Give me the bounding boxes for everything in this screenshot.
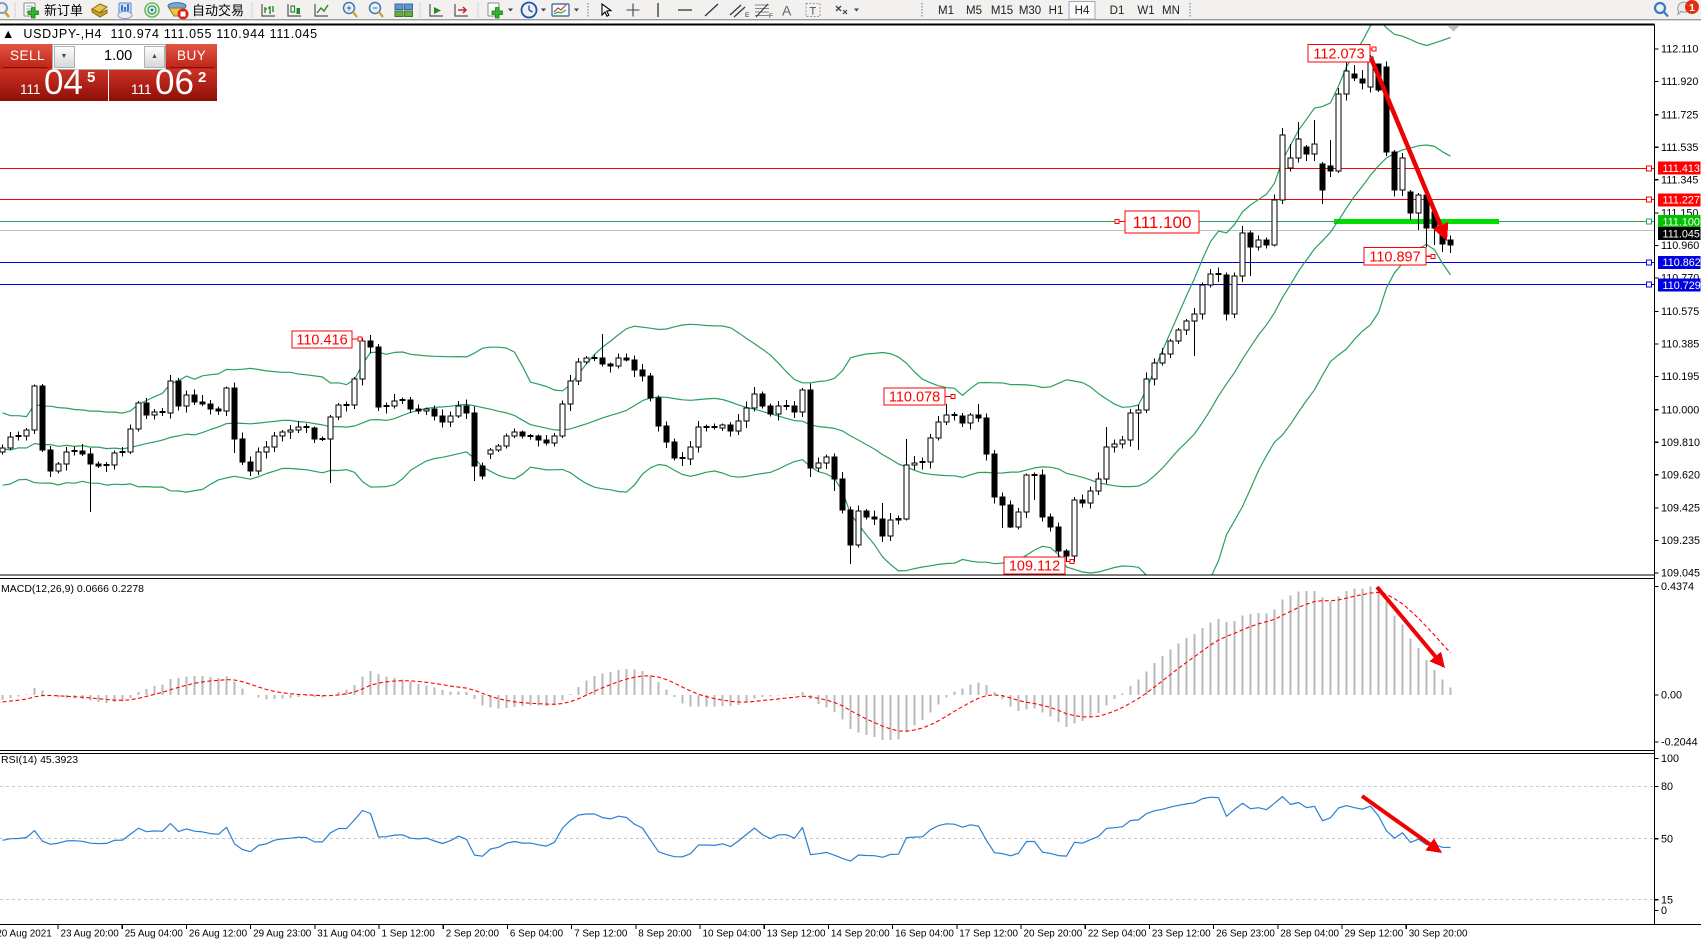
svg-text:−: − bbox=[372, 3, 377, 13]
svg-text:110.897: 110.897 bbox=[1369, 250, 1420, 266]
svg-text:109.620: 109.620 bbox=[1661, 469, 1700, 481]
svg-text:109.235: 109.235 bbox=[1661, 535, 1700, 547]
svg-text:14 Sep 20:00: 14 Sep 20:00 bbox=[831, 929, 890, 940]
svg-text:22 Sep 04:00: 22 Sep 04:00 bbox=[1088, 929, 1147, 940]
svg-text:23 Aug 20:00: 23 Aug 20:00 bbox=[61, 929, 120, 940]
svg-text:F: F bbox=[769, 13, 773, 20]
svg-text:-0.2044: -0.2044 bbox=[1661, 737, 1698, 749]
svg-text:17 Sep 12:00: 17 Sep 12:00 bbox=[959, 929, 1018, 940]
svg-text:80: 80 bbox=[1661, 781, 1673, 793]
svg-text:6 Sep 04:00: 6 Sep 04:00 bbox=[510, 929, 564, 940]
svg-text:M5: M5 bbox=[966, 5, 982, 17]
svg-text:110.416: 110.416 bbox=[296, 333, 347, 349]
svg-text:111.045: 111.045 bbox=[1663, 228, 1700, 240]
svg-text:M30: M30 bbox=[1019, 5, 1041, 17]
svg-text:111.413: 111.413 bbox=[1663, 163, 1700, 175]
svg-text:28 Sep 04:00: 28 Sep 04:00 bbox=[1280, 929, 1339, 940]
svg-text:0: 0 bbox=[1661, 905, 1667, 917]
svg-text:111.345: 111.345 bbox=[1661, 174, 1698, 186]
svg-text:29 Aug 23:00: 29 Aug 23:00 bbox=[253, 929, 312, 940]
svg-text:110.862: 110.862 bbox=[1663, 257, 1701, 269]
svg-text:111.227: 111.227 bbox=[1663, 195, 1700, 207]
svg-text:110.000: 110.000 bbox=[1661, 404, 1699, 416]
svg-text:110.960: 110.960 bbox=[1661, 240, 1699, 252]
svg-text:8 Sep 20:00: 8 Sep 20:00 bbox=[638, 929, 692, 940]
svg-text:110.078: 110.078 bbox=[889, 390, 940, 406]
svg-text:111.100: 111.100 bbox=[1133, 213, 1192, 232]
svg-text:111.725: 111.725 bbox=[1661, 109, 1698, 121]
svg-text:26 Aug 12:00: 26 Aug 12:00 bbox=[189, 929, 248, 940]
svg-text:0.4374: 0.4374 bbox=[1661, 581, 1694, 593]
svg-text:D1: D1 bbox=[1110, 5, 1125, 17]
svg-text:23 Sep 12:00: 23 Sep 12:00 bbox=[1152, 929, 1211, 940]
svg-text:100: 100 bbox=[1661, 753, 1679, 765]
svg-text:10 Sep 04:00: 10 Sep 04:00 bbox=[703, 929, 762, 940]
svg-text:7 Sep 12:00: 7 Sep 12:00 bbox=[574, 929, 628, 940]
svg-text:1 Sep 12:00: 1 Sep 12:00 bbox=[382, 929, 436, 940]
svg-text:112.110: 112.110 bbox=[1661, 44, 1698, 56]
svg-text:109.425: 109.425 bbox=[1661, 503, 1700, 515]
svg-text:26 Sep 23:00: 26 Sep 23:00 bbox=[1216, 929, 1275, 940]
svg-text:A: A bbox=[782, 3, 792, 19]
svg-text:15: 15 bbox=[1661, 894, 1673, 906]
svg-text:110.385: 110.385 bbox=[1661, 339, 1699, 351]
svg-text:自动交易: 自动交易 bbox=[192, 3, 244, 18]
svg-text:109.112: 109.112 bbox=[1009, 559, 1060, 575]
svg-text:50: 50 bbox=[1661, 833, 1673, 845]
svg-text:31 Aug 04:00: 31 Aug 04:00 bbox=[317, 929, 376, 940]
svg-text:30 Sep 20:00: 30 Sep 20:00 bbox=[1409, 929, 1468, 940]
svg-text:新订单: 新订单 bbox=[44, 3, 83, 18]
svg-text:T: T bbox=[810, 6, 817, 18]
svg-text:109.045: 109.045 bbox=[1661, 568, 1700, 580]
svg-text:111.535: 111.535 bbox=[1661, 142, 1698, 154]
svg-text:1: 1 bbox=[1689, 2, 1695, 14]
svg-text:110.575: 110.575 bbox=[1661, 306, 1699, 318]
svg-text:25 Aug 04:00: 25 Aug 04:00 bbox=[125, 929, 184, 940]
svg-text:+: + bbox=[346, 3, 351, 13]
svg-text:M15: M15 bbox=[991, 5, 1013, 17]
svg-text:20 Sep 20:00: 20 Sep 20:00 bbox=[1024, 929, 1083, 940]
svg-text:112.073: 112.073 bbox=[1313, 47, 1364, 63]
svg-text:20 Aug 2021: 20 Aug 2021 bbox=[0, 929, 52, 940]
svg-text:29 Sep 12:00: 29 Sep 12:00 bbox=[1345, 929, 1404, 940]
svg-text:MN: MN bbox=[1162, 5, 1180, 17]
svg-text:111.920: 111.920 bbox=[1661, 76, 1698, 88]
svg-text:M1: M1 bbox=[938, 5, 954, 17]
svg-text:110.195: 110.195 bbox=[1661, 371, 1699, 383]
svg-text:RSI(14) 45.3923: RSI(14) 45.3923 bbox=[1, 754, 78, 766]
svg-text:H4: H4 bbox=[1075, 5, 1090, 17]
svg-text:13 Sep 12:00: 13 Sep 12:00 bbox=[767, 929, 826, 940]
svg-text:MACD(12,26,9) 0.0666 0.2278: MACD(12,26,9) 0.0666 0.2278 bbox=[1, 583, 144, 595]
svg-text:W1: W1 bbox=[1137, 5, 1154, 17]
svg-text:2 Sep 20:00: 2 Sep 20:00 bbox=[446, 929, 500, 940]
svg-text:111.100: 111.100 bbox=[1663, 216, 1700, 228]
svg-text:0.00: 0.00 bbox=[1661, 690, 1682, 702]
svg-text:110.729: 110.729 bbox=[1663, 280, 1701, 292]
svg-text:16 Sep 04:00: 16 Sep 04:00 bbox=[895, 929, 954, 940]
svg-text:109.810: 109.810 bbox=[1661, 437, 1700, 449]
svg-text:E: E bbox=[745, 12, 750, 19]
svg-text:H1: H1 bbox=[1049, 5, 1064, 17]
